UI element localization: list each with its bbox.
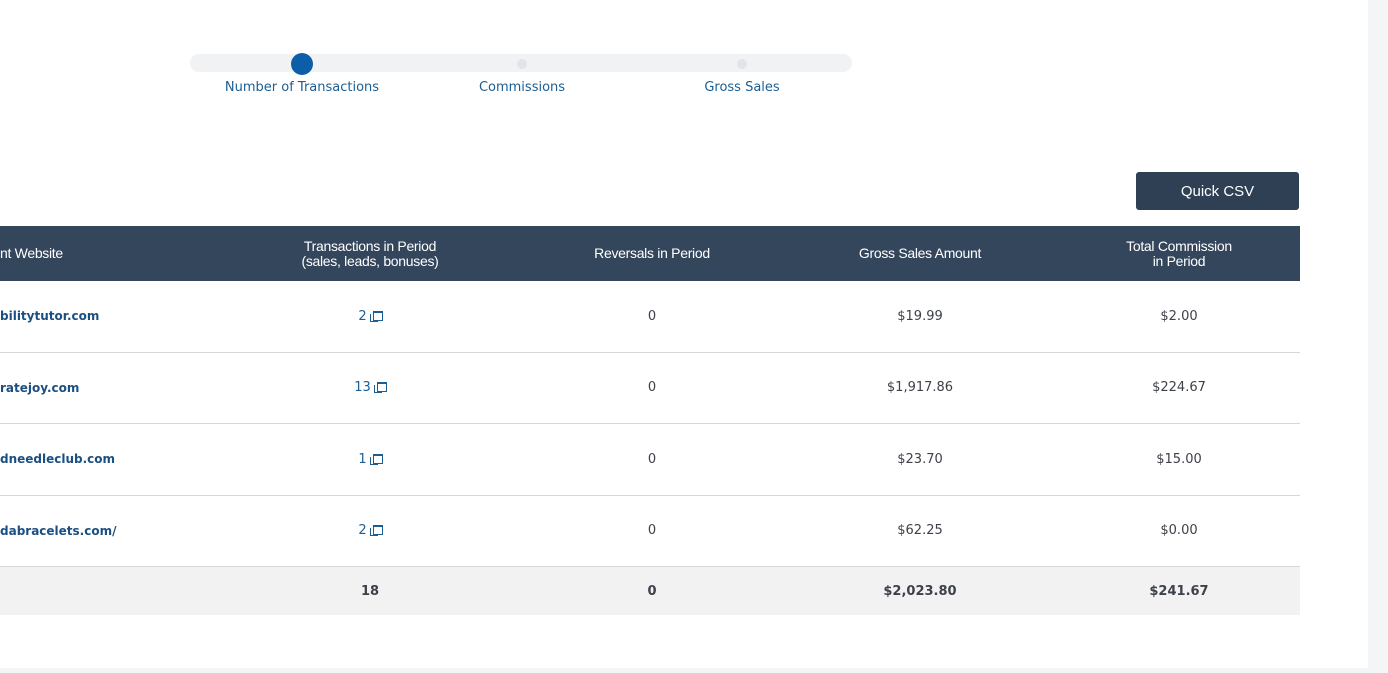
transactions-link[interactable]: 2	[358, 523, 383, 538]
slider-label-gross-sales[interactable]: Gross Sales	[704, 80, 780, 95]
gross-sales-value: $1,917.86	[886, 380, 954, 396]
total-reversals: 0	[647, 583, 657, 599]
quick-csv-button[interactable]: Quick CSV	[1136, 172, 1299, 210]
report-panel: Number of Transactions Commissions Gross…	[0, 0, 1368, 668]
commission-value: $0.00	[1160, 523, 1198, 539]
header-website[interactable]: nt Website	[0, 245, 63, 261]
merchant-table: nt Website Transactions in Period (sales,…	[0, 226, 1300, 615]
merchant-website-link[interactable]: bilitytutor.com	[0, 309, 100, 324]
total-gross-sales: $2,023.80	[883, 583, 957, 599]
merchant-website-link[interactable]: dabracelets.com/	[0, 523, 117, 538]
commission-value: $224.67	[1152, 380, 1206, 396]
reversals-value: 0	[647, 380, 657, 396]
slider-handle-transactions[interactable]	[291, 53, 313, 75]
table-header: nt Website Transactions in Period (sales,…	[0, 226, 1300, 281]
header-commission[interactable]: Total Commission in Period	[1126, 237, 1232, 269]
transactions-link[interactable]: 13	[354, 380, 387, 395]
external-window-icon	[369, 525, 383, 537]
gross-sales-value: $19.99	[897, 308, 943, 324]
reversals-value: 0	[647, 308, 657, 324]
table-row: bilitytutor.com 2 0 $19.99 $2.00	[0, 281, 1300, 353]
total-transactions: 18	[360, 583, 380, 599]
slider-label-transactions[interactable]: Number of Transactions	[224, 80, 380, 95]
external-window-icon	[373, 382, 387, 394]
commission-value: $2.00	[1160, 308, 1198, 324]
slider-stop-commissions[interactable]	[517, 59, 527, 69]
header-reversals[interactable]: Reversals in Period	[594, 245, 710, 261]
commission-value: $15.00	[1156, 451, 1202, 467]
slider-label-commissions[interactable]: Commissions	[478, 80, 566, 95]
slider-stop-gross-sales[interactable]	[737, 59, 747, 69]
merchant-website-link[interactable]: dneedleclub.com	[0, 452, 116, 467]
header-transactions[interactable]: Transactions in Period (sales, leads, bon…	[301, 237, 439, 269]
external-window-icon	[369, 310, 383, 322]
table-row: dabracelets.com/ 2 0 $62.25 $0.00	[0, 495, 1300, 567]
external-window-icon	[369, 453, 383, 465]
table-row: ratejoy.com 13 0 $1,917.86 $224.67	[0, 352, 1300, 424]
totals-row: 18 0 $2,023.80 $241.67	[0, 567, 1300, 615]
transactions-link[interactable]: 1	[358, 452, 383, 467]
header-gross-sales[interactable]: Gross Sales Amount	[858, 245, 982, 261]
transactions-link[interactable]: 2	[358, 309, 383, 324]
reversals-value: 0	[647, 451, 657, 467]
merchant-website-link[interactable]: ratejoy.com	[0, 380, 80, 395]
total-commission: $241.67	[1149, 583, 1209, 599]
gross-sales-value: $62.25	[897, 523, 943, 539]
gross-sales-value: $23.70	[897, 451, 943, 467]
table-row: dneedleclub.com 1 0 $23.70 $15.00	[0, 424, 1300, 496]
reversals-value: 0	[647, 523, 657, 539]
